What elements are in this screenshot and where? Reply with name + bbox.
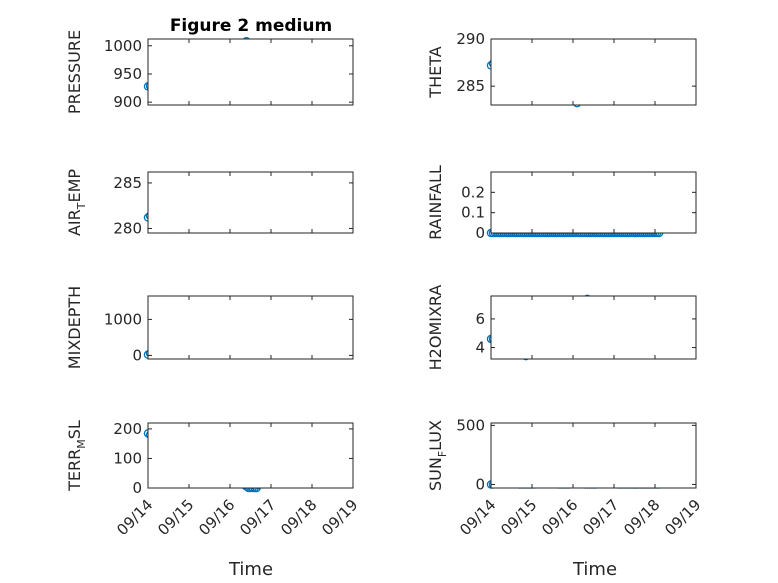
y-tick-label: 6 [475,310,485,328]
y-tick-label: 900 [113,93,142,111]
y-axis-label: RAINFALL [426,165,445,240]
y-tick-label: 0 [475,224,485,242]
y-tick-label: 0.2 [461,183,485,201]
axes-box [147,171,354,234]
y-tick-label: 1000 [104,37,142,55]
y-tick-label: 950 [113,65,142,83]
y-tick-label: 290 [456,30,485,48]
subplot-2: 285 290 THETA [426,30,697,108]
subplot-7: 010020009/1409/1509/1609/1709/1809/19TER… [65,420,361,539]
axes-box [147,422,354,489]
y-tick-label: 0 [132,479,142,497]
y-tick-label: 0 [132,346,142,364]
y-tick-label: 0.1 [461,204,485,222]
y-axis-label: MIXDEPTH [65,286,84,369]
axes-box [147,295,354,360]
y-axis-label: THETA [426,46,445,98]
y-tick-label: 285 [456,77,485,95]
axes-box [490,171,697,234]
y-axis-label: H2OMIXRA [426,285,445,371]
y-tick-label: 100 [113,449,142,467]
y-axis-label: AIRTEMP [65,169,88,236]
figure-title: Figure 2 medium [170,16,332,36]
subplot-3: 280 285 AIRTEMP [65,169,354,237]
axes-box [490,38,697,106]
subplot-4: 0 0.1 0.2 RAINFALL [426,165,697,242]
axes-box [490,295,697,360]
y-tick-label: 280 [113,219,142,237]
x-axis-label-left: Time [228,559,273,580]
y-tick-label: 200 [113,420,142,438]
axes-box [490,422,697,489]
y-axis-label: SUNFLUX [426,420,449,491]
y-tick-label: 285 [113,174,142,192]
subplot-6: 4 6 H2OMIXRA [426,285,697,371]
subplot-1: 900 950 1000 PRESSURE [65,30,354,114]
x-axis-label-right: Time [572,559,617,580]
y-tick-label: 4 [475,339,485,357]
y-axis-label: TERRMSL [65,420,88,492]
subplot-5: 0 1000 MIXDEPTH [65,286,354,369]
axes-box [147,38,354,106]
y-axis-label: PRESSURE [65,30,84,114]
y-tick-label: 500 [456,416,485,434]
y-tick-label: 1000 [104,310,142,328]
y-tick-label: 0 [475,475,485,493]
